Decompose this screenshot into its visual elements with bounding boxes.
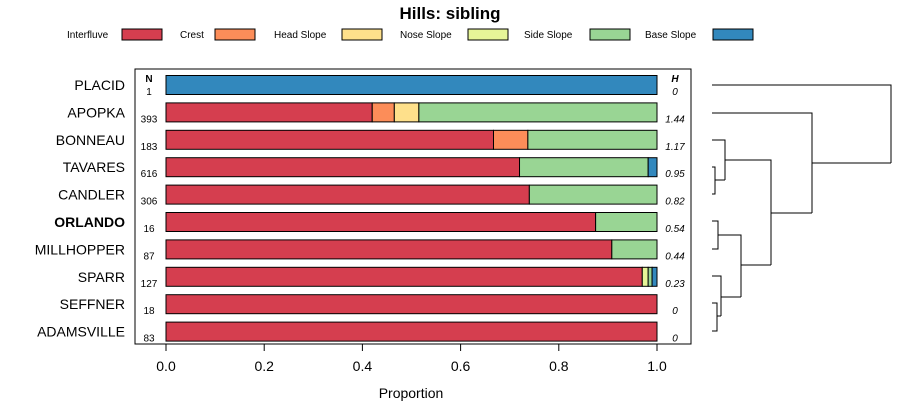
legend-swatch — [214, 28, 256, 41]
bar-segment — [165, 184, 530, 205]
bar-segment — [165, 321, 658, 342]
n-column-header: N — [145, 74, 152, 85]
n-value: 18 — [143, 306, 155, 317]
h-value: 1.17 — [665, 142, 685, 153]
legend-label: Crest — [180, 30, 204, 41]
dendrogram-link — [712, 220, 719, 250]
bar-segment — [651, 266, 658, 287]
bar-segment — [393, 102, 420, 123]
category-label: SPARR — [78, 269, 125, 285]
h-value: 0 — [672, 334, 678, 345]
dendrogram-link — [712, 302, 718, 332]
dendrogram-link — [712, 84, 892, 163]
x-tick-label: 1.0 — [647, 358, 667, 374]
bar-segment — [647, 266, 653, 287]
x-tick-label: 0.6 — [451, 358, 471, 374]
legend-label: Base Slope — [645, 30, 697, 41]
h-value: 0.54 — [665, 224, 685, 235]
bar-segment — [595, 212, 658, 232]
bars — [165, 75, 658, 342]
dendrogram-link — [712, 139, 726, 180]
n-value: 183 — [141, 142, 158, 153]
h-value: 0.23 — [665, 279, 685, 290]
n-value: 306 — [141, 197, 158, 208]
category-label: SEFFNER — [60, 296, 125, 312]
bar-segment — [165, 212, 597, 232]
n-value: 1 — [146, 87, 152, 98]
h-value: 0.44 — [665, 251, 685, 262]
legend-label: Side Slope — [524, 30, 573, 41]
bar-segment — [492, 129, 529, 150]
dendrogram-link — [712, 166, 716, 195]
dendrogram — [712, 84, 892, 332]
h-value: 0 — [672, 87, 678, 98]
legend-label: Head Slope — [274, 30, 327, 41]
x-tick-label: 0.0 — [156, 358, 176, 374]
n-value: 127 — [141, 279, 158, 290]
category-label: APOPKA — [67, 104, 125, 120]
bar-segment — [165, 239, 613, 260]
category-label: CANDLER — [58, 187, 125, 203]
h-value: 1.44 — [665, 114, 685, 125]
category-labels: PLACID APOPKA BONNEAU TAVARES CANDLER ORLANDO… — [35, 77, 126, 340]
legend-swatch — [589, 28, 631, 41]
h-value: 0.82 — [665, 197, 685, 208]
x-tick-label: 0.2 — [254, 358, 274, 374]
legend-swatch — [712, 28, 754, 41]
dendrogram-link — [725, 159, 772, 265]
plot-panel — [134, 68, 692, 345]
bar-segment — [528, 184, 658, 205]
n-value: 16 — [143, 224, 155, 235]
bar-segment — [519, 157, 649, 178]
dendrogram-link — [718, 234, 742, 297]
category-label: MILLHOPPER — [35, 241, 125, 257]
bar-segment — [165, 157, 521, 178]
x-tick-label: 0.4 — [353, 358, 373, 374]
n-value: 393 — [141, 114, 158, 125]
n-value: 616 — [141, 169, 158, 180]
bar-segment — [418, 102, 658, 123]
legend-label: Nose Slope — [400, 30, 452, 41]
h-value: 0.95 — [665, 169, 685, 180]
category-label: TAVARES — [63, 159, 125, 175]
h-value: 0 — [672, 306, 678, 317]
n-value: 83 — [143, 334, 155, 345]
bar-segment — [371, 102, 395, 123]
x-tick-label: 0.8 — [549, 358, 569, 374]
bar-segment — [165, 75, 658, 95]
category-label: ADAMSVILLE — [37, 324, 125, 340]
legend: Interfluve Crest Head Slope Nose Slope Side … — [67, 28, 754, 41]
dendrogram-link — [712, 112, 813, 213]
row-annotations: 1 0 393 1.44 183 1.17 616 0.95 306 0.82 16 0.54 87 0.… — [141, 87, 686, 345]
bar-segment — [165, 129, 494, 150]
legend-label: Interfluve — [67, 30, 109, 41]
legend-swatch — [341, 28, 383, 41]
bar-segment — [647, 157, 658, 178]
legend-swatch — [467, 28, 509, 41]
x-axis: 0.0 0.2 0.4 0.6 0.8 1.0 — [156, 344, 667, 374]
category-label: ORLANDO — [54, 214, 125, 230]
category-label: PLACID — [74, 77, 125, 93]
bar-segment — [165, 266, 643, 287]
bar-segment — [527, 129, 658, 150]
dendrogram-link — [712, 275, 722, 316]
bar-segment — [165, 294, 658, 315]
n-value: 87 — [143, 251, 155, 262]
bar-segment — [611, 239, 658, 260]
h-column-header: H — [671, 74, 679, 85]
bar-segment — [165, 102, 373, 123]
chart-title: Hills: sibling — [399, 4, 500, 23]
category-label: BONNEAU — [56, 132, 125, 148]
legend-swatch — [121, 28, 163, 41]
bar-segment — [641, 266, 649, 287]
x-axis-label: Proportion — [379, 385, 444, 401]
